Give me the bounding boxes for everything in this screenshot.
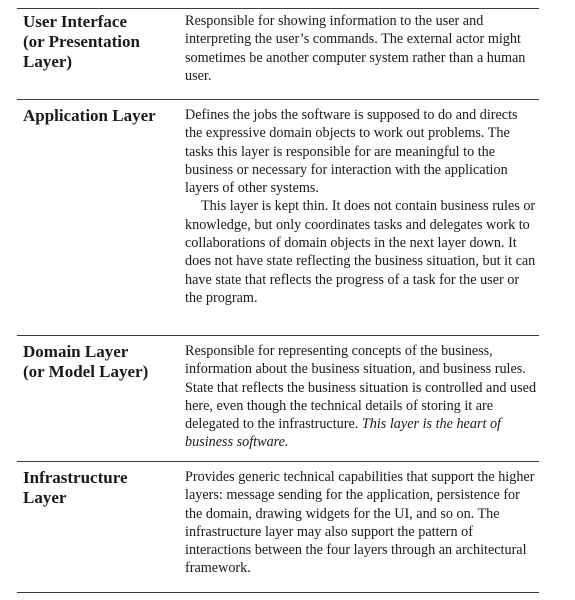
layer-description-text: Responsible for representing concepts of… [185, 342, 537, 452]
layer-description-infrastructure: Provides generic technical capabilities … [185, 468, 539, 592]
layer-description-text: Responsible for showing information to t… [185, 13, 526, 84]
layer-description-text: Provides generic technical capabilities … [185, 469, 535, 577]
layer-name-infrastructure: Infrastructure Layer [23, 468, 128, 507]
table-bottom-rule [17, 592, 539, 593]
layers-table: User Interface (or Presentation Layer) R… [17, 6, 539, 592]
table-row-application: Application Layer Defines the jobs the s… [17, 99, 539, 335]
layer-description-application: Defines the jobs the software is suppose… [185, 106, 539, 335]
layer-description-emphasis: This layer is the heart of business soft… [185, 416, 501, 451]
layer-description-text-2: This layer is kept thin. It does not con… [185, 198, 536, 306]
layer-description-domain: Responsible for representing concepts of… [185, 342, 539, 461]
layer-name-application: Application Layer [23, 106, 156, 125]
table-top-rule [17, 8, 539, 9]
table-row-infrastructure: Infrastructure Layer Provides generic te… [17, 461, 539, 592]
layer-description-body: Responsible for representing concepts of… [185, 343, 537, 433]
layer-description-text: Defines the jobs the software is suppose… [185, 107, 518, 197]
layer-name-domain: Domain Layer (or Model Layer) [23, 342, 149, 381]
layer-name-user-interface: User Interface (or Presentation Layer) [23, 12, 140, 71]
layer-description-user-interface: Responsible for showing information to t… [185, 12, 539, 99]
table-row-user-interface: User Interface (or Presentation Layer) R… [17, 6, 539, 99]
table-row-domain: Domain Layer (or Model Layer) Responsibl… [17, 335, 539, 461]
